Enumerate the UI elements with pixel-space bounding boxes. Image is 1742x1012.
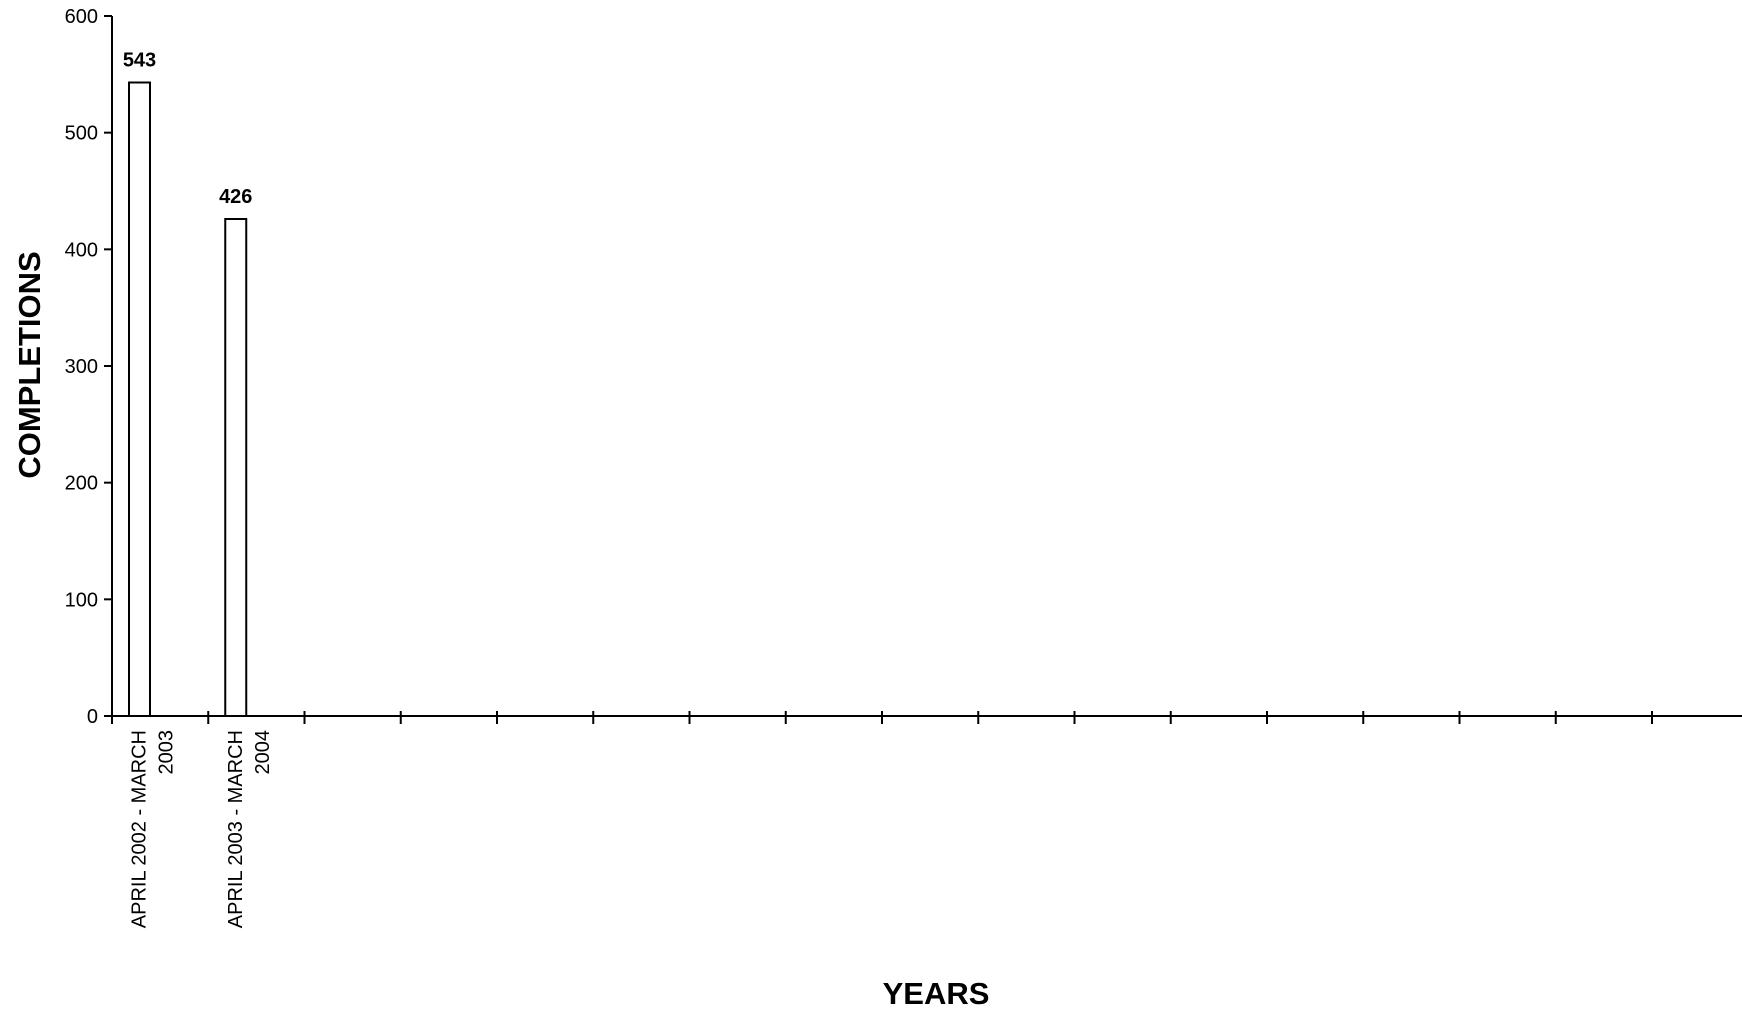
bar: [224, 218, 248, 717]
x-axis: [104, 711, 1742, 724]
category-label: APRIL 2002 - MARCH 2003: [129, 730, 178, 928]
bar: [128, 81, 151, 717]
y-axis-title: COMPLETIONS: [12, 251, 47, 478]
category-label-line: 2003: [156, 730, 178, 775]
category-label-line: APRIL 2002 - MARCH: [129, 730, 151, 928]
data-label: 543: [123, 50, 156, 72]
data-label: 426: [219, 186, 252, 208]
y-axis: 0 100 200 300 400 500 600: [65, 6, 113, 728]
category-labels: APRIL 2002 - MARCH 2003 APRIL 2003 - MARCH…: [129, 730, 274, 928]
y-tick-label: 0: [87, 706, 98, 728]
y-tick-label: 300: [65, 356, 98, 378]
category-label-line: 2004: [252, 730, 274, 775]
x-axis-title: YEARS: [883, 976, 990, 1011]
y-tick-label: 500: [65, 123, 98, 145]
y-tick-label: 100: [65, 589, 98, 611]
y-tick-label: 600: [65, 6, 98, 28]
y-tick-label: 200: [65, 473, 98, 495]
category-label-line: APRIL 2003 - MARCH: [225, 730, 247, 928]
category-label: APRIL 2003 - MARCH 2004: [225, 730, 274, 928]
data-labels: 543 426: [123, 50, 253, 209]
y-tick-label: 400: [65, 239, 98, 261]
bars: [128, 81, 248, 717]
